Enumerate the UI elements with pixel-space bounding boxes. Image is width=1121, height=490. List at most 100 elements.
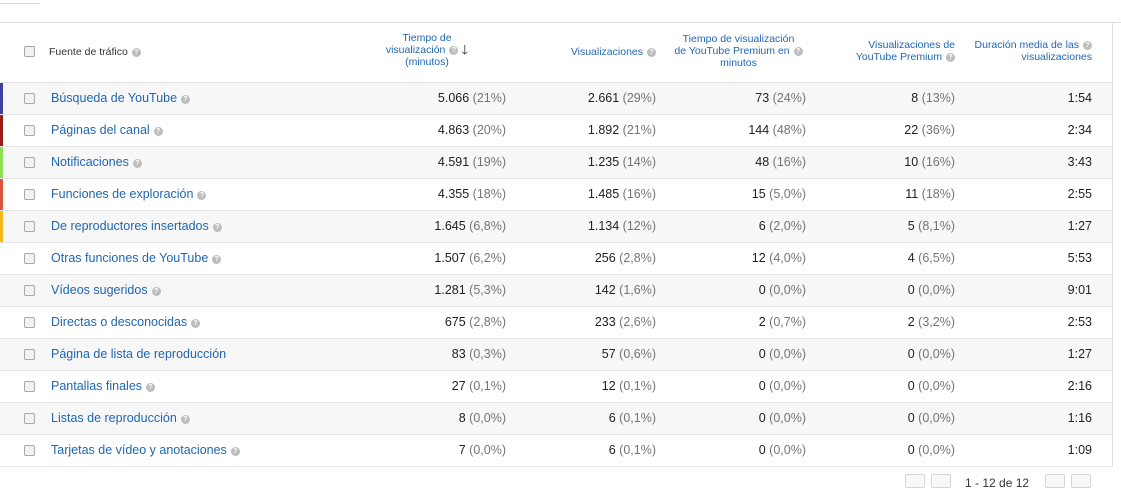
- row-checkbox[interactable]: [24, 349, 35, 360]
- select-all-checkbox[interactable]: [24, 46, 35, 57]
- help-icon[interactable]: ?: [212, 255, 222, 264]
- header-watch-time-line2: visualización? 🡓: [385, 42, 469, 57]
- header-source[interactable]: Fuente de tráfico?: [49, 46, 141, 58]
- help-icon[interactable]: ?: [180, 415, 190, 424]
- table-row: Funciones de exploración? 4.355 (18%) 1.48…: [0, 179, 1112, 211]
- cell-watch-time: 8 (0,0%): [458, 411, 506, 425]
- prev-page-button[interactable]: [931, 474, 951, 488]
- help-icon[interactable]: ?: [132, 159, 142, 168]
- row-checkbox[interactable]: [24, 125, 35, 136]
- cell-watch-time: 27 (0,1%): [451, 379, 506, 393]
- cell-avg-duration: 1:09: [1067, 443, 1092, 457]
- row-checkbox[interactable]: [24, 253, 35, 264]
- cell-premium-views: 0 (0,0%): [907, 283, 955, 297]
- traffic-source-link[interactable]: Búsqueda de YouTube?: [51, 91, 191, 105]
- header-premium-views-line2: YouTube Premium?: [856, 51, 955, 63]
- cell-watch-time: 83 (0,3%): [451, 347, 506, 361]
- traffic-source-table: Fuente de tráfico? Tiempo de visualizaci…: [0, 22, 1113, 467]
- traffic-source-link[interactable]: Otras funciones de YouTube?: [51, 251, 222, 265]
- cell-watch-time: 4.863 (20%): [437, 123, 506, 137]
- traffic-source-link[interactable]: De reproductores insertados?: [51, 219, 222, 233]
- row-checkbox[interactable]: [24, 157, 35, 168]
- traffic-source-label[interactable]: Vídeos sugeridos: [51, 283, 148, 297]
- top-tab[interactable]: [0, 0, 40, 4]
- row-checkbox[interactable]: [24, 413, 35, 424]
- traffic-source-label[interactable]: Pantallas finales: [51, 379, 143, 393]
- last-page-button[interactable]: [1071, 474, 1091, 488]
- next-page-button[interactable]: [1045, 474, 1065, 488]
- help-icon[interactable]: ?: [449, 46, 459, 55]
- traffic-source-link[interactable]: Notificaciones?: [51, 155, 142, 169]
- first-page-button[interactable]: [905, 474, 925, 488]
- help-icon[interactable]: ?: [647, 48, 656, 57]
- cell-premium-watch-time: 0 (0,0%): [758, 379, 806, 393]
- traffic-source-link[interactable]: Vídeos sugeridos?: [51, 283, 161, 297]
- help-icon[interactable]: ?: [146, 383, 156, 392]
- row-checkbox[interactable]: [24, 221, 35, 232]
- header-premium-views-line1: Visualizaciones de: [868, 39, 955, 51]
- row-checkbox[interactable]: [24, 189, 35, 200]
- table-row: Otras funciones de YouTube? 1.507 (6,2%) 2…: [0, 243, 1112, 275]
- row-checkbox[interactable]: [24, 285, 35, 296]
- row-checkbox[interactable]: [24, 381, 35, 392]
- cell-premium-watch-time: 73 (24%): [755, 91, 806, 105]
- help-icon[interactable]: ?: [131, 48, 141, 57]
- traffic-source-link[interactable]: Pantallas finales?: [51, 379, 156, 393]
- cell-avg-duration: 9:01: [1067, 283, 1092, 297]
- header-watch-time-line3: (minutos): [405, 56, 449, 68]
- help-icon[interactable]: ?: [230, 447, 240, 456]
- traffic-source-label[interactable]: Páginas del canal: [51, 123, 150, 137]
- header-avg-duration[interactable]: Duración media de las? visualizaciones: [975, 39, 1092, 63]
- cell-watch-time: 1.507 (6,2%): [434, 251, 506, 265]
- help-icon[interactable]: ?: [151, 287, 161, 296]
- cell-premium-views: 5 (8,1%): [907, 219, 955, 233]
- table-row: Pantallas finales? 27 (0,1%) 12 (0,1%) 0 (0…: [0, 371, 1112, 403]
- help-icon[interactable]: ?: [212, 223, 222, 232]
- cell-watch-time: 1.281 (5,3%): [434, 283, 506, 297]
- header-watch-time-line1: Tiempo de: [402, 32, 452, 44]
- cell-premium-views: 0 (0,0%): [907, 347, 955, 361]
- header-premium-watch-time[interactable]: Tiempo de visualización de YouTube Premi…: [671, 33, 806, 69]
- cell-views: 6 (0,1%): [608, 411, 656, 425]
- traffic-source-link[interactable]: Listas de reproducción?: [51, 411, 190, 425]
- table-row: Listas de reproducción? 8 (0,0%) 6 (0,1%) 0…: [0, 403, 1112, 435]
- help-icon[interactable]: ?: [1083, 41, 1092, 50]
- traffic-source-link[interactable]: Página de lista de reproducción: [51, 347, 226, 361]
- cell-views: 2.661 (29%): [587, 91, 656, 105]
- header-views[interactable]: Visualizaciones?: [571, 46, 656, 58]
- row-checkbox[interactable]: [24, 317, 35, 328]
- traffic-source-label[interactable]: Directas o desconocidas: [51, 315, 188, 329]
- row-checkbox[interactable]: [24, 445, 35, 456]
- traffic-source-link[interactable]: Funciones de exploración?: [51, 187, 207, 201]
- traffic-source-label[interactable]: Listas de reproducción: [51, 411, 177, 425]
- cell-views: 1.134 (12%): [587, 219, 656, 233]
- traffic-source-link[interactable]: Tarjetas de vídeo y anotaciones?: [51, 443, 240, 457]
- series-color-bar: [0, 147, 3, 178]
- table-row: Búsqueda de YouTube? 5.066 (21%) 2.661 (29…: [0, 83, 1112, 115]
- cell-premium-watch-time: 144 (48%): [748, 123, 806, 137]
- traffic-source-label[interactable]: De reproductores insertados: [51, 219, 209, 233]
- traffic-source-label[interactable]: Tarjetas de vídeo y anotaciones: [51, 443, 227, 457]
- cell-premium-views: 2 (3,2%): [907, 315, 955, 329]
- traffic-source-link[interactable]: Páginas del canal?: [51, 123, 163, 137]
- row-checkbox[interactable]: [24, 93, 35, 104]
- help-icon[interactable]: ?: [153, 127, 163, 136]
- help-icon[interactable]: ?: [946, 53, 955, 62]
- help-icon[interactable]: ?: [191, 319, 201, 328]
- cell-premium-watch-time: 2 (0,7%): [758, 315, 806, 329]
- traffic-source-label[interactable]: Funciones de exploración: [51, 187, 194, 201]
- header-premium-views[interactable]: Visualizaciones de YouTube Premium?: [856, 39, 955, 63]
- help-icon[interactable]: ?: [197, 191, 207, 200]
- help-icon[interactable]: ?: [793, 47, 803, 56]
- series-color-bar: [0, 179, 3, 210]
- sort-down-arrow-icon[interactable]: 🡓: [461, 42, 469, 57]
- help-icon[interactable]: ?: [181, 95, 191, 104]
- traffic-source-label[interactable]: Página de lista de reproducción: [51, 347, 227, 361]
- traffic-source-link[interactable]: Directas o desconocidas?: [51, 315, 201, 329]
- traffic-source-label[interactable]: Búsqueda de YouTube: [51, 91, 178, 105]
- traffic-source-label[interactable]: Notificaciones: [51, 155, 129, 169]
- header-watch-time[interactable]: Tiempo de visualización? 🡓 (minutos): [372, 32, 482, 68]
- cell-watch-time: 7 (0,0%): [458, 443, 506, 457]
- cell-premium-watch-time: 12 (4,0%): [751, 251, 806, 265]
- traffic-source-label[interactable]: Otras funciones de YouTube: [51, 251, 209, 265]
